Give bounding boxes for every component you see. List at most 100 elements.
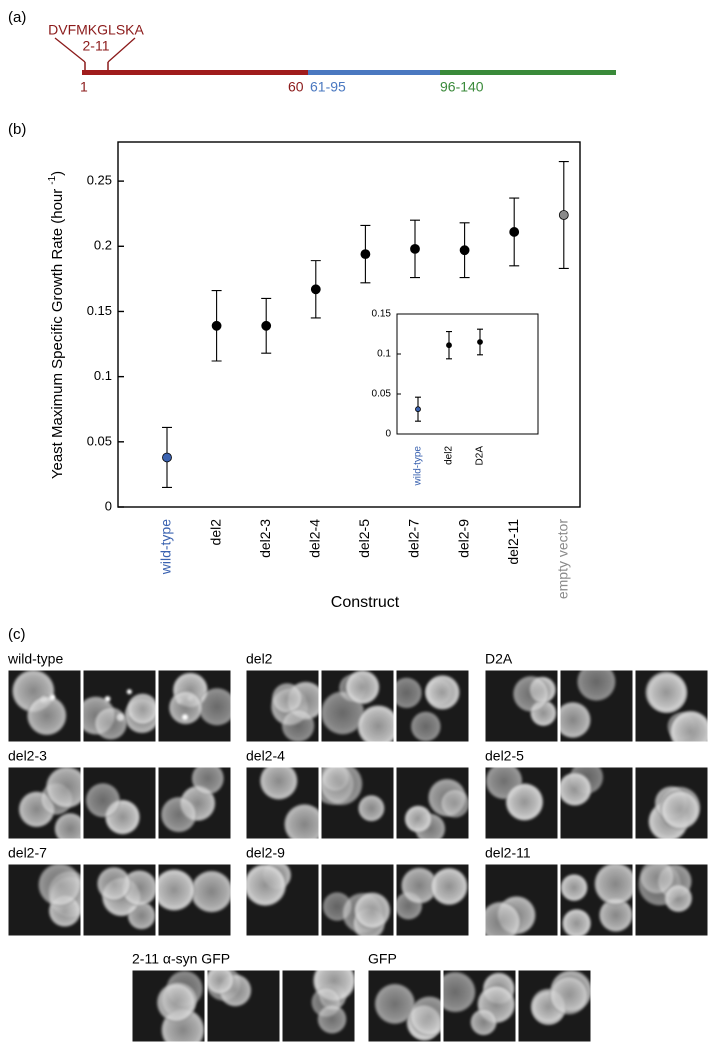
point [459, 245, 470, 256]
image-border [367, 969, 442, 1043]
point [558, 210, 569, 220]
micrograph [82, 766, 157, 840]
point [446, 342, 452, 349]
y-axis-label: Yeast Maximum Specific Growth Rate (hour… [47, 171, 66, 479]
micrograph [320, 766, 395, 840]
image-border [131, 969, 206, 1043]
image-border [634, 669, 709, 743]
micrograph [484, 669, 559, 743]
cell [190, 870, 231, 913]
x-tick-label: D2A [475, 446, 486, 466]
image-border [157, 766, 232, 840]
micrograph [245, 669, 320, 743]
cells [12, 670, 67, 736]
y-tick-label: 0 [105, 498, 112, 513]
cell [409, 996, 441, 1036]
cells [97, 866, 156, 930]
y-tick-label: 0.05 [87, 433, 112, 448]
cells [485, 895, 536, 936]
point [211, 320, 222, 331]
cells [560, 670, 616, 739]
micrograph [634, 863, 709, 937]
image-border [559, 863, 634, 937]
image-border [559, 669, 634, 743]
x-tick-label: del2-3 [257, 519, 273, 558]
image-border [320, 766, 395, 840]
image-border [484, 669, 559, 743]
image-label: del2-4 [246, 748, 285, 764]
cell [321, 767, 363, 806]
micrograph [157, 863, 232, 937]
micrograph [7, 669, 82, 743]
image-border [245, 863, 320, 937]
position-label: 60 [288, 79, 304, 95]
cell [156, 982, 196, 1022]
cell [560, 772, 592, 806]
cells [404, 778, 469, 839]
image-label: del2-3 [8, 748, 47, 764]
micrograph [559, 863, 634, 937]
y-tick-label: 0.15 [372, 309, 392, 320]
cell [271, 682, 303, 714]
cell [430, 867, 468, 906]
micrograph [320, 669, 395, 743]
cells [158, 869, 231, 913]
image-border [82, 766, 157, 840]
x-tick-label: del2-9 [455, 519, 471, 558]
micrograph [82, 863, 157, 937]
micrograph [157, 766, 232, 840]
cell [45, 767, 81, 809]
micrograph [157, 669, 232, 743]
y-tick-label: 0.15 [87, 303, 112, 318]
point [310, 284, 321, 295]
cells [85, 782, 141, 835]
image-border [157, 863, 232, 937]
cell [168, 690, 203, 725]
cell [158, 869, 196, 911]
segment [308, 70, 440, 75]
point [509, 227, 520, 237]
image-border [7, 863, 82, 937]
micrograph [634, 669, 709, 743]
cell [191, 767, 225, 795]
position-label: 96-140 [440, 79, 484, 95]
image-border [395, 669, 470, 743]
point [415, 406, 421, 413]
image-border [634, 863, 709, 937]
cells [207, 970, 252, 1007]
bracket [54, 37, 136, 63]
cells [83, 689, 156, 740]
cell [97, 866, 131, 901]
cell [549, 976, 589, 1015]
cell [374, 983, 416, 1025]
micrograph [7, 766, 82, 840]
position-label: 1 [80, 79, 88, 95]
image-label: del2-9 [246, 845, 285, 861]
cells [38, 864, 81, 927]
micrograph [82, 669, 157, 743]
micrograph [281, 969, 356, 1043]
image-label: del2-11 [485, 845, 531, 861]
micrograph [395, 766, 470, 840]
cells [396, 674, 460, 742]
cell [505, 783, 544, 821]
x-tick-label: wild-type [413, 446, 424, 487]
cell [357, 705, 394, 742]
image-border [82, 863, 157, 937]
x-tick-label: empty vector [555, 519, 571, 599]
y-tick-label: 0.25 [87, 173, 112, 188]
point [360, 249, 371, 260]
micrograph [245, 766, 320, 840]
image-border [206, 969, 281, 1043]
sequence: DVFMKGLSKA [48, 22, 144, 38]
image-border [559, 766, 634, 840]
point [162, 452, 172, 463]
image-label: del2-5 [485, 748, 524, 764]
cells [638, 864, 693, 913]
cell [512, 675, 550, 712]
cell [560, 874, 588, 902]
cell [198, 687, 231, 726]
cell [576, 670, 616, 702]
